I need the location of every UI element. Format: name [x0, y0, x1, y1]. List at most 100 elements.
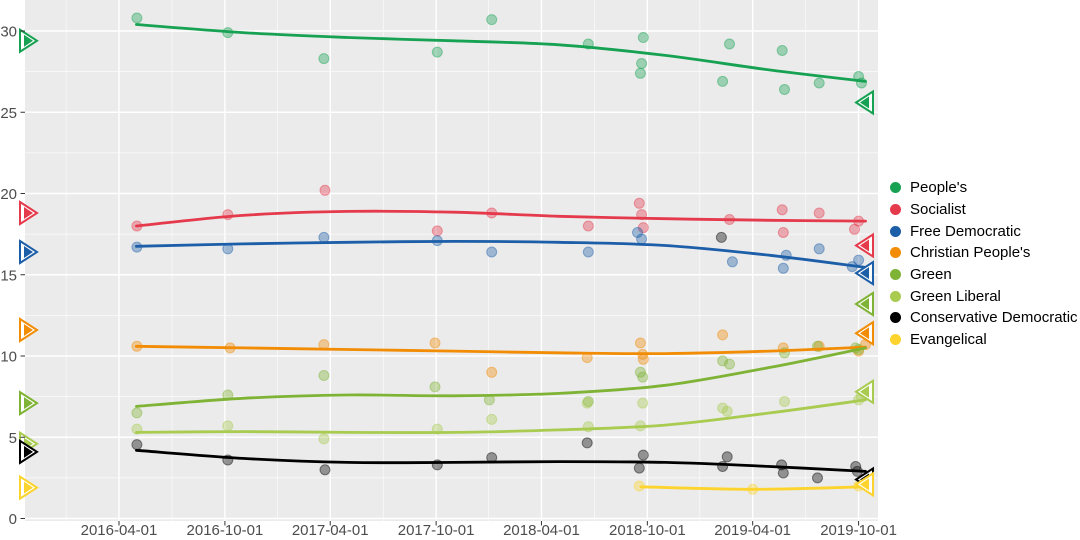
- marker-fill: [24, 445, 33, 458]
- legend-item-free-democratic: Free Democratic: [890, 220, 1078, 242]
- poll-point: [777, 227, 789, 238]
- election-2015-marker-green: [19, 390, 39, 416]
- poll-point: [779, 396, 790, 407]
- x-axis-label: 2017-04-01: [292, 522, 369, 539]
- trend-line-free-democratic: [135, 239, 867, 269]
- legend-label: Green: [910, 266, 952, 284]
- legend-dot-icon: [890, 312, 901, 324]
- trend-line-green-liberal: [135, 398, 867, 435]
- poll-point: [813, 77, 825, 89]
- x-axis-label: 2019-04-01: [714, 522, 791, 539]
- x-axis-label: 2016-04-01: [81, 522, 158, 539]
- poll-point: [318, 370, 330, 381]
- poll-point: [634, 366, 646, 378]
- poll-point: [632, 227, 643, 238]
- legend-label: Conservative Democratic: [910, 309, 1078, 327]
- trend-line-green: [135, 346, 867, 408]
- legend-label: Green Liberal: [910, 287, 1001, 305]
- election-2019-marker-green: [854, 291, 874, 317]
- legend-item-green-liberal: Green Liberal: [890, 285, 1078, 307]
- poll-point: [849, 223, 860, 235]
- election-2019-marker-socialist: [854, 232, 874, 259]
- poll-point: [777, 262, 789, 274]
- poll-point: [486, 14, 498, 26]
- legend-item-green: Green: [890, 264, 1078, 286]
- election-2015-marker-socialist: [19, 200, 39, 226]
- marker-fill: [860, 478, 869, 491]
- poll-point: [724, 38, 735, 50]
- poll-point: [319, 464, 331, 476]
- trend-line-christian-people-s: [135, 344, 867, 356]
- election-2015-marker-evangelical: [19, 474, 39, 501]
- x-axis-label: 2016-10-01: [187, 522, 264, 539]
- election-2019-marker-free-democratic: [854, 260, 874, 286]
- marker-fill: [24, 324, 33, 336]
- y-axis-label: 0: [9, 511, 17, 528]
- poll-point: [637, 397, 649, 409]
- legend-item-evangelical: Evangelical: [890, 329, 1078, 351]
- poll-point: [633, 197, 645, 209]
- y-axis-label: 15: [0, 267, 17, 284]
- scatter-conservative-democratic: [131, 231, 863, 484]
- election-2019-marker-evangelical: [854, 471, 874, 498]
- poll-point: [581, 437, 593, 449]
- poll-point: [637, 371, 649, 383]
- poll-point: [637, 353, 649, 365]
- y-axis-label: 20: [0, 186, 17, 203]
- poll-point: [715, 231, 727, 243]
- poll-point: [131, 12, 143, 24]
- election-2015-marker-christian-people-s: [19, 317, 39, 343]
- poll-point: [721, 405, 733, 417]
- poll-point: [486, 366, 498, 378]
- marker-fill: [24, 397, 33, 410]
- poll-point: [318, 433, 330, 445]
- marker-fill: [24, 246, 33, 258]
- x-axis-label: 2018-04-01: [503, 522, 580, 539]
- poll-point: [812, 472, 823, 484]
- poll-point: [724, 358, 735, 370]
- poll-point: [779, 84, 790, 95]
- poll-point: [717, 355, 729, 367]
- poll-point: [634, 67, 646, 79]
- y-axis-label: 30: [0, 24, 17, 41]
- marker-fill: [860, 267, 869, 280]
- poll-point: [431, 46, 443, 58]
- poll-point: [813, 243, 825, 255]
- x-axis-label: 2018-10-01: [609, 522, 686, 539]
- y-axis-label: 5: [9, 430, 17, 447]
- legend-dot-icon: [890, 269, 901, 281]
- legend-item-socialist: Socialist: [890, 199, 1078, 221]
- poll-point: [429, 381, 441, 393]
- axis-ticks: [20, 30, 860, 526]
- trend-line-people-s: [135, 23, 867, 83]
- marker-fill: [860, 385, 869, 398]
- legend-label: Free Democratic: [910, 222, 1021, 240]
- election-2015-marker-conservative-democratic: [19, 439, 39, 465]
- poll-point: [813, 207, 825, 219]
- poll-point: [636, 58, 648, 69]
- legend-dot-icon: [890, 182, 901, 194]
- poll-point: [721, 451, 733, 463]
- poll-point: [637, 222, 649, 234]
- legend-item-conservative-democratic: Conservative Democratic: [890, 307, 1078, 329]
- poll-point: [582, 220, 594, 232]
- marker-fill: [24, 34, 33, 47]
- election-2015-marker-free-democratic: [19, 239, 39, 265]
- legend-dot-icon: [890, 247, 901, 259]
- poll-point: [131, 407, 143, 419]
- scatter-people-s: [131, 12, 867, 95]
- marker-fill: [24, 207, 33, 219]
- poll-point: [581, 397, 593, 409]
- x-axis-label: 2017-10-01: [398, 522, 475, 539]
- poll-point: [726, 256, 738, 268]
- poll-point: [318, 231, 330, 243]
- poll-point: [717, 329, 729, 341]
- poll-point: [131, 439, 143, 451]
- legend-dot-icon: [890, 334, 901, 346]
- poll-point: [637, 32, 649, 43]
- marker-fill: [860, 239, 869, 252]
- marker-fill: [860, 96, 869, 109]
- election-2015-marker-people-s: [19, 27, 39, 54]
